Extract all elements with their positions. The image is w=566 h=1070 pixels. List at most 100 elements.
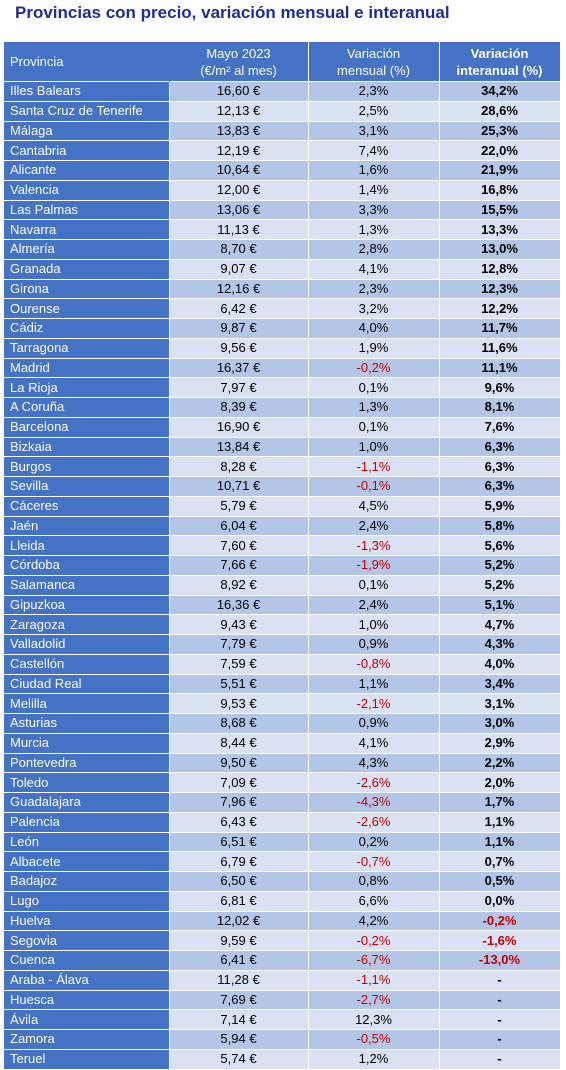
monthly-change-cell: 0,1%	[307, 574, 440, 596]
province-cell: Burgos	[4, 456, 170, 477]
monthly-change-cell: -0,2%	[307, 357, 440, 379]
monthly-change-cell: 6,6%	[307, 890, 440, 912]
price-cell: 5,51 €	[168, 673, 309, 695]
province-cell: Tarragona	[4, 337, 170, 359]
table-row: Salamanca 8,92 €0,1% 5,2%	[4, 574, 561, 596]
monthly-change-cell: 12,3%	[307, 1009, 440, 1030]
price-cell: 6,50 €	[168, 871, 309, 892]
price-cell: 11,13 €	[168, 219, 309, 240]
annual-change-cell: 0,0%	[438, 890, 561, 912]
monthly-change-cell: -2,6%	[307, 811, 440, 833]
monthly-change-cell: 2,3%	[307, 278, 440, 300]
monthly-change-cell: 4,0%	[307, 318, 440, 339]
price-cell: 7,96 €	[168, 792, 309, 813]
monthly-change-cell: 0,9%	[307, 713, 440, 734]
table-row: Tarragona 9,56 €1,9% 11,6%	[4, 337, 561, 359]
table-row: Las Palmas 13,06 €3,3% 15,5%	[4, 199, 561, 221]
price-cell: 12,00 €	[168, 179, 309, 201]
monthly-change-cell: 2,4%	[307, 594, 440, 616]
annual-change-cell: 6,3%	[438, 456, 561, 477]
province-cell: Barcelona	[4, 416, 170, 438]
annual-change-cell: 11,7%	[438, 318, 561, 339]
header-variacion-mensual: Variación mensual (%)	[308, 42, 440, 82]
table-row: Santa Cruz de Tenerife 12,13 €2,5% 28,6%	[4, 100, 561, 122]
annual-change-cell: 1,7%	[438, 792, 561, 813]
monthly-change-cell: 1,3%	[307, 219, 440, 240]
province-cell: Asturias	[4, 713, 170, 734]
annual-change-cell: 3,0%	[438, 713, 561, 734]
monthly-change-cell: 2,3%	[307, 81, 440, 102]
province-cell: Ourense	[4, 298, 170, 319]
monthly-change-cell: 1,0%	[307, 614, 440, 635]
table-row: Lleida 7,60 € -1,3% 5,6%	[4, 535, 561, 556]
table-row: Zamora 5,94 € -0,5% -	[4, 1029, 561, 1050]
table-row: Girona 12,16 €2,3% 12,3%	[4, 278, 561, 300]
table-row: Huelva 12,02 €4,2% -0,2%	[4, 910, 561, 932]
annual-change-cell: 13,0%	[438, 239, 561, 260]
price-cell: 9,87 €	[168, 318, 309, 339]
annual-change-cell: 1,1%	[438, 811, 561, 833]
monthly-change-cell: 4,1%	[307, 258, 440, 280]
monthly-change-cell: -0,8%	[307, 653, 440, 675]
header-mensual-line1: Variación	[346, 45, 401, 61]
province-cell: León	[4, 831, 170, 853]
price-cell: 13,83 €	[168, 120, 309, 142]
monthly-change-cell: 0,8%	[307, 871, 440, 892]
annual-change-cell: -	[438, 1009, 561, 1030]
monthly-change-cell: 1,1%	[307, 673, 440, 695]
province-cell: Málaga	[4, 120, 170, 142]
price-cell: 7,97 €	[168, 377, 309, 398]
monthly-change-cell: 4,5%	[307, 495, 440, 517]
annual-change-cell: 12,3%	[438, 278, 561, 300]
province-cell: Granada	[4, 258, 170, 280]
table-row: Madrid 16,37 € -0,2% 11,1%	[4, 357, 561, 379]
monthly-change-cell: -6,7%	[307, 950, 440, 971]
annual-change-cell: 4,7%	[438, 614, 561, 635]
price-cell: 5,94 €	[168, 1029, 309, 1050]
annual-change-cell: 6,3%	[438, 476, 561, 497]
monthly-change-cell: -0,5%	[307, 1029, 440, 1050]
price-cell: 12,19 €	[168, 140, 309, 161]
table-row: Ourense 6,42 €3,2% 12,2%	[4, 298, 561, 319]
province-cell: Valladolid	[4, 634, 170, 655]
table-row: Lugo 6,81 €6,6% 0,0%	[4, 890, 561, 912]
price-cell: 10,71 €	[168, 476, 309, 497]
price-cell: 6,81 €	[168, 890, 309, 912]
provinces-table: Provincia Mayo 2023 (€/m² al mes) Variac…	[4, 42, 561, 1070]
annual-change-cell: -13,0%	[438, 950, 561, 971]
table-row: León 6,51 €0,2% 1,1%	[4, 831, 561, 853]
price-cell: 6,04 €	[168, 515, 309, 537]
annual-change-cell: 16,8%	[438, 179, 561, 201]
price-cell: 12,16 €	[168, 278, 309, 300]
price-cell: 5,79 €	[168, 495, 309, 517]
price-cell: 12,13 €	[168, 100, 309, 122]
province-cell: Lugo	[4, 890, 170, 912]
annual-change-cell: 2,9%	[438, 732, 561, 754]
monthly-change-cell: 1,9%	[307, 337, 440, 359]
annual-change-cell: 3,4%	[438, 673, 561, 695]
price-cell: 5,74 €	[168, 1048, 309, 1070]
annual-change-cell: 12,8%	[438, 258, 561, 280]
annual-change-cell: -	[438, 969, 561, 991]
province-cell: Albacete	[4, 851, 170, 872]
monthly-change-cell: 2,4%	[307, 515, 440, 537]
price-cell: 11,28 €	[168, 969, 309, 991]
table-row: Guadalajara 7,96 € -4,3% 1,7%	[4, 792, 561, 813]
province-cell: Toledo	[4, 772, 170, 793]
price-cell: 16,90 €	[168, 416, 309, 438]
province-cell: Bizkaia	[4, 436, 170, 458]
province-cell: Illes Balears	[4, 81, 170, 102]
table-row: Cáceres 5,79 €4,5% 5,9%	[4, 495, 561, 517]
table-row: Cuenca 6,41 € -6,7% -13,0%	[4, 950, 561, 971]
province-cell: Huesca	[4, 989, 170, 1011]
annual-change-cell: 5,9%	[438, 495, 561, 517]
monthly-change-cell: 1,6%	[307, 160, 440, 181]
monthly-change-cell: -1,1%	[307, 456, 440, 477]
price-cell: 16,37 €	[168, 357, 309, 379]
province-cell: Salamanca	[4, 574, 170, 596]
price-cell: 7,79 €	[168, 634, 309, 655]
province-cell: Almería	[4, 239, 170, 260]
price-cell: 8,28 €	[168, 456, 309, 477]
province-cell: Córdoba	[4, 555, 170, 576]
table-row: Toledo 7,09 € -2,6% 2,0%	[4, 772, 561, 793]
